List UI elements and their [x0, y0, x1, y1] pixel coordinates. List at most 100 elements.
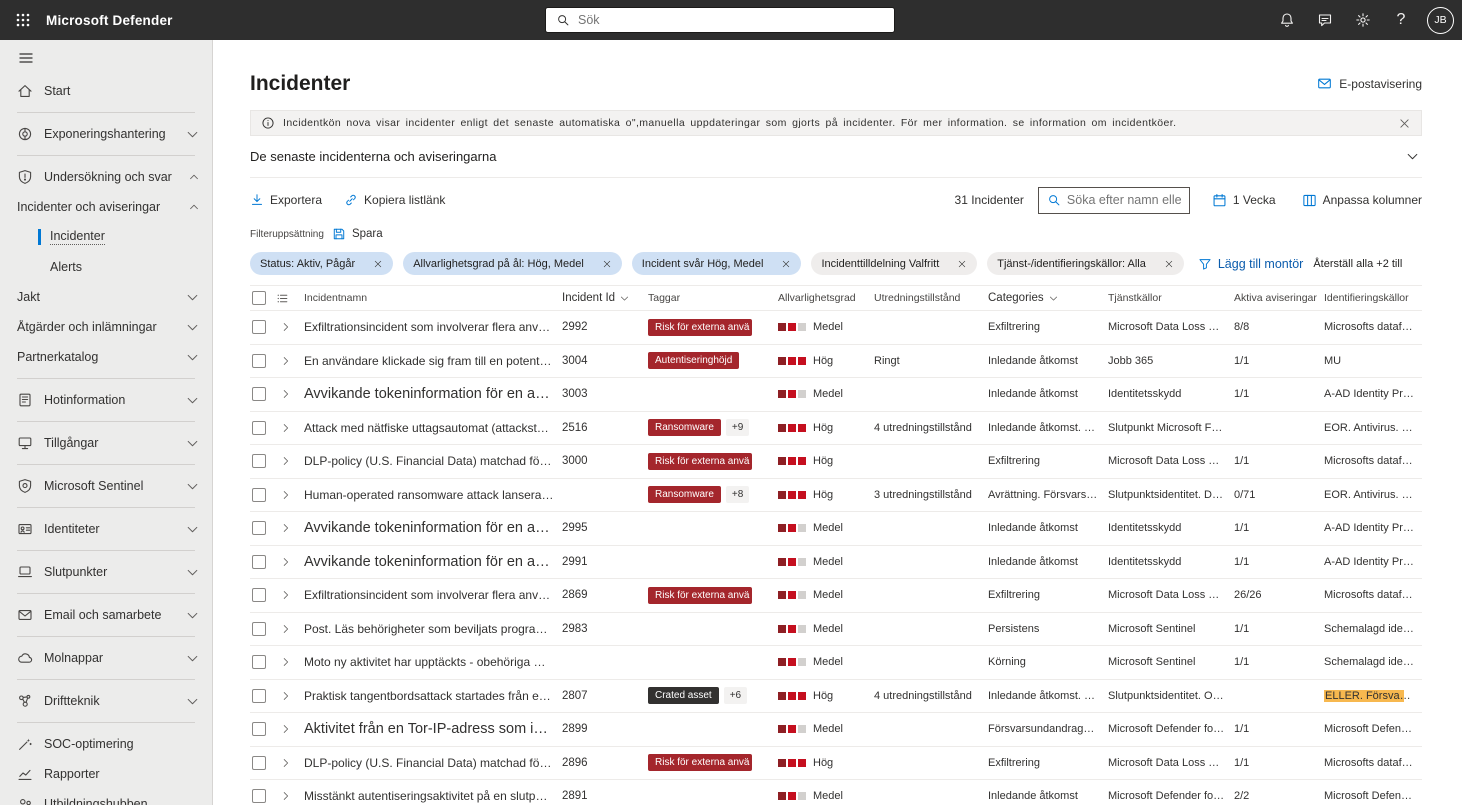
export-button[interactable]: Exportera	[250, 193, 322, 207]
table-row[interactable]: Misstänkt autentiseringsaktivitet på en …	[250, 780, 1422, 805]
row-expand-chevron-icon[interactable]	[276, 723, 304, 735]
copy-list-link-button[interactable]: Kopiera listlänk	[344, 193, 445, 207]
filter-chip[interactable]: Status: Aktiv, Pågår	[250, 252, 394, 275]
sidebar-item-microsoft-sentinel[interactable]: Microsoft Sentinel	[0, 471, 212, 501]
incident-name-link[interactable]: Avvikande tokeninformation för en använd…	[304, 553, 562, 570]
column-header-severity[interactable]: Allvarlighetsgrad	[778, 292, 856, 304]
incident-name-link[interactable]: Moto ny aktivitet har upptäckts - obehör…	[304, 655, 562, 670]
sidebar-item-tillgångar[interactable]: Tillgångar	[0, 428, 212, 458]
filter-chip[interactable]: Incidenttilldelning Valfritt	[811, 252, 978, 275]
row-expand-chevron-icon[interactable]	[276, 422, 304, 434]
list-search[interactable]	[1037, 186, 1190, 214]
global-search[interactable]	[545, 7, 895, 33]
row-checkbox[interactable]	[252, 554, 266, 569]
incident-name-link[interactable]: En användare klickade sig fram till en p…	[304, 353, 562, 368]
email-notification-button[interactable]: E-postavisering	[1317, 76, 1422, 91]
list-search-input[interactable]	[1066, 193, 1181, 207]
table-row[interactable]: Post. Läs behörigheter som beviljats pro…	[250, 613, 1422, 646]
row-checkbox[interactable]	[252, 420, 266, 435]
incident-name-link[interactable]: Avvikande tokeninformation för en använd…	[304, 520, 562, 537]
column-header-tags[interactable]: Taggar	[648, 292, 681, 304]
row-expand-chevron-icon[interactable]	[276, 522, 304, 534]
incident-name-link[interactable]: Praktisk tangentbordsattack startades fr…	[304, 688, 562, 703]
incident-name-link[interactable]: Exfiltrationsincident som involverar fle…	[304, 320, 562, 335]
filter-chip[interactable]: Allvarlighetsgrad på ål: Hög, Medel	[403, 252, 622, 275]
app-launcher-waffle-icon[interactable]	[0, 0, 46, 40]
row-expand-chevron-icon[interactable]	[276, 757, 304, 769]
row-checkbox[interactable]	[252, 688, 266, 703]
row-checkbox[interactable]	[252, 487, 266, 502]
row-checkbox[interactable]	[252, 621, 266, 636]
row-expand-chevron-icon[interactable]	[276, 589, 304, 601]
column-header-id[interactable]: Incident Id	[562, 292, 648, 304]
time-range-button[interactable]: 1 Vecka	[1212, 193, 1276, 208]
sidebar-item-driftteknik[interactable]: Driftteknik	[0, 686, 212, 716]
row-checkbox[interactable]	[252, 755, 266, 770]
incident-name-link[interactable]: Post. Läs behörigheter som beviljats pro…	[304, 621, 562, 636]
table-row[interactable]: Moto ny aktivitet har upptäckts - obehör…	[250, 646, 1422, 680]
row-expand-chevron-icon[interactable]	[276, 355, 304, 367]
sidebar-item-åtgärder-och-inlämningar[interactable]: Åtgärder och inlämningar	[0, 312, 212, 342]
incident-name-link[interactable]: Misstänkt autentiseringsaktivitet på en …	[304, 789, 559, 804]
sidebar-item-molnappar[interactable]: Molnappar	[0, 643, 212, 673]
section-expand-chevron-icon[interactable]	[1405, 149, 1420, 164]
row-expand-chevron-icon[interactable]	[276, 388, 304, 400]
table-row[interactable]: Human-operated ransomware attack lansera…	[250, 479, 1422, 512]
incident-name-link[interactable]: DLP-policy (U.S. Financial Data) matchad…	[304, 755, 562, 770]
sidebar-item-hotinformation[interactable]: Hotinformation	[0, 385, 212, 415]
row-expand-chevron-icon[interactable]	[276, 656, 304, 668]
recent-incidents-section[interactable]: De senaste incidenterna och aviseringarn…	[250, 136, 1422, 178]
table-row[interactable]: Exfiltrationsincident som involverar fle…	[250, 311, 1422, 345]
save-filter-button[interactable]: Spara	[332, 227, 383, 241]
user-avatar[interactable]: JB	[1427, 6, 1454, 34]
chip-remove-icon[interactable]	[602, 259, 612, 269]
help-icon[interactable]: ?	[1396, 11, 1406, 28]
incident-name-link[interactable]: Aktivitet från en Tor-IP-adress som invo…	[304, 721, 562, 738]
row-expand-chevron-icon[interactable]	[276, 321, 304, 333]
sidebar-item-slutpunkter[interactable]: Slutpunkter	[0, 557, 212, 587]
chip-remove-icon[interactable]	[373, 259, 383, 269]
banner-close-icon[interactable]	[1398, 117, 1411, 130]
incident-name-link[interactable]: Human-operated ransomware attack lansera…	[304, 487, 562, 502]
table-row[interactable]: En användare klickade sig fram till en p…	[250, 345, 1422, 378]
table-row[interactable]: Exfiltrationsincident som involverar fle…	[250, 579, 1422, 613]
row-checkbox[interactable]	[252, 655, 266, 670]
column-header-ident[interactable]: Identifieringskällor	[1324, 292, 1409, 304]
chip-remove-icon[interactable]	[957, 259, 967, 269]
sidebar-item-jakt[interactable]: Jakt	[0, 282, 212, 312]
incident-name-link[interactable]: Attack med nätfiske uttagsautomat (attac…	[304, 420, 562, 435]
sidebar-item-undersökning-och-svar[interactable]: Undersökning och svar	[0, 162, 212, 192]
filter-chip[interactable]: Incident svår Hög, Medel	[631, 252, 802, 275]
row-checkbox[interactable]	[252, 387, 266, 402]
table-row[interactable]: Avvikande tokeninformation för en använd…	[250, 546, 1422, 579]
column-header-source[interactable]: Tjänstkällor	[1108, 292, 1162, 304]
row-checkbox[interactable]	[252, 521, 266, 536]
row-expand-chevron-icon[interactable]	[276, 790, 304, 802]
row-expand-chevron-icon[interactable]	[276, 690, 304, 702]
sidebar-item-start[interactable]: Start	[0, 76, 212, 106]
sidebar-item-identiteter[interactable]: Identiteter	[0, 514, 212, 544]
row-checkbox[interactable]	[252, 722, 266, 737]
collapse-menu-icon[interactable]	[0, 40, 212, 76]
row-expand-chevron-icon[interactable]	[276, 623, 304, 635]
group-list-icon[interactable]	[276, 292, 304, 305]
notifications-bell-icon[interactable]	[1271, 4, 1303, 36]
sidebar-item-utbildningshubben[interactable]: Utbildningshubben	[0, 789, 212, 805]
table-row[interactable]: Avvikande tokeninformation för en använd…	[250, 512, 1422, 546]
row-checkbox[interactable]	[252, 353, 266, 368]
column-header-alerts[interactable]: Aktiva aviseringar	[1234, 292, 1317, 304]
table-row[interactable]: DLP-policy (U.S. Financial Data) matchad…	[250, 445, 1422, 479]
sidebar-item-email-och-samarbete[interactable]: Email och samarbete	[0, 600, 212, 630]
table-row[interactable]: Praktisk tangentbordsattack startades fr…	[250, 680, 1422, 713]
sidebar-item-incidenter-och-aviseringar[interactable]: Incidenter och aviseringar	[0, 192, 212, 222]
sidebar-item-incidenter[interactable]: Incidenter	[0, 222, 212, 252]
row-expand-chevron-icon[interactable]	[276, 489, 304, 501]
reset-filters-button[interactable]: Återställ alla +2 till	[1313, 257, 1403, 270]
incident-name-link[interactable]: Avvikande tokeninformation för en använd…	[304, 386, 562, 403]
sidebar-item-rapporter[interactable]: Rapporter	[0, 759, 212, 789]
select-all-checkbox[interactable]	[252, 291, 266, 305]
table-row[interactable]: Avvikande tokeninformation för en använd…	[250, 378, 1422, 412]
row-checkbox[interactable]	[252, 588, 266, 603]
feedback-icon[interactable]	[1309, 4, 1341, 36]
settings-gear-icon[interactable]	[1347, 4, 1379, 36]
